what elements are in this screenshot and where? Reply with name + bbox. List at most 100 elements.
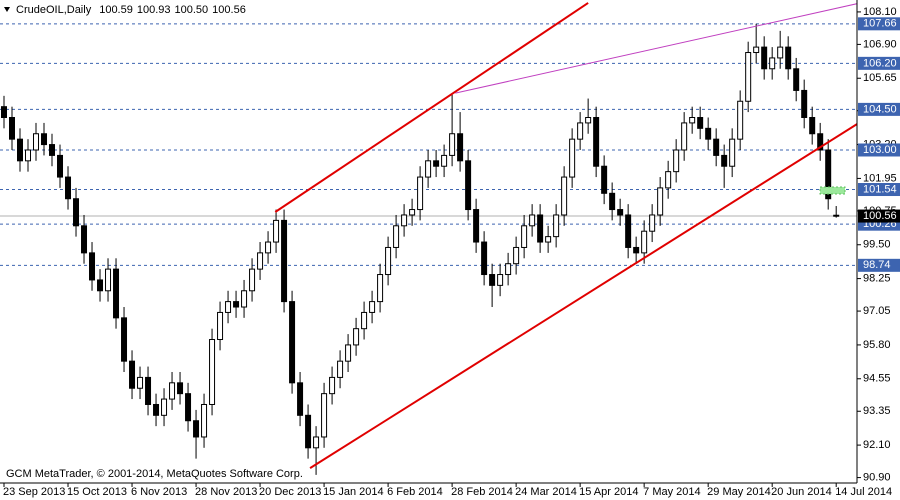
candle-body: [665, 171, 672, 189]
header-value: 100.59: [99, 4, 133, 16]
candle-body: [113, 268, 120, 319]
candle-body: [721, 154, 728, 167]
candle-body: [73, 198, 80, 227]
candle-body: [273, 219, 280, 243]
plot-area: [1, 2, 857, 475]
x-tick-label: 24 Mar 2014: [515, 486, 577, 498]
candle-body: [409, 209, 416, 216]
y-tick-label: 98.25: [863, 272, 891, 284]
candle-body: [417, 176, 424, 211]
candle-body: [337, 360, 344, 378]
candle-body: [585, 117, 592, 124]
candle-body: [481, 241, 488, 276]
candle-body: [185, 393, 192, 422]
candle-body: [145, 376, 152, 405]
level-label: 101.54: [863, 183, 897, 195]
candle-body: [657, 187, 664, 216]
candle-body: [753, 46, 760, 54]
y-tick-label: 90.90: [863, 471, 891, 483]
candle-body: [393, 225, 400, 248]
candle-body: [305, 414, 312, 449]
level-box: [858, 183, 900, 197]
candle-body: [345, 344, 352, 362]
candle-body: [425, 160, 432, 178]
candle-body: [209, 339, 216, 405]
candle-body: [297, 382, 304, 416]
candle-body: [17, 138, 24, 162]
candle-body: [441, 154, 448, 167]
candle-body: [569, 138, 576, 178]
candle-body: [785, 46, 792, 70]
level-box: [858, 258, 900, 272]
candle-body: [473, 209, 480, 243]
candle-body: [353, 328, 360, 346]
candle-body: [257, 252, 264, 270]
level-label: 106.20: [863, 57, 897, 69]
candle-body: [489, 274, 496, 286]
level-label: 107.66: [863, 18, 897, 30]
candle-body: [553, 214, 560, 238]
y-tick-label: 105.65: [863, 72, 897, 84]
candle-body: [617, 209, 624, 216]
y-tick-label: 101.95: [863, 172, 897, 184]
level-box: [858, 143, 900, 157]
candle-body: [825, 149, 832, 200]
candle-body: [729, 138, 736, 167]
last-price-box: [858, 209, 900, 223]
candle-body: [737, 100, 744, 140]
candle-body: [649, 214, 656, 232]
x-tick-label: 20 Dec 2013: [259, 486, 321, 498]
y-tick-label: 93.35: [863, 405, 891, 417]
candle-body: [817, 133, 824, 151]
y-tick-label: 95.80: [863, 339, 891, 351]
header-value: 100.50: [175, 4, 209, 16]
candle-body: [401, 214, 408, 227]
candle-body: [89, 252, 96, 281]
x-tick-label: 23 Sep 2013: [3, 486, 65, 498]
candle-body: [713, 138, 720, 156]
candle-body: [65, 176, 72, 200]
candle-body: [177, 382, 184, 395]
candle-body: [33, 133, 40, 151]
x-tick-label: 28 Feb 2014: [451, 486, 513, 498]
candle-body: [561, 176, 568, 216]
candle-body: [385, 246, 392, 276]
level-box: [858, 102, 900, 116]
y-tick-label: 92.10: [863, 439, 891, 451]
candle-body: [633, 246, 640, 254]
candle-body: [793, 68, 800, 91]
x-tick-label: 15 Apr 2014: [579, 486, 638, 498]
candle-body: [377, 274, 384, 303]
marker-box: [819, 186, 846, 195]
x-tick-label: 6 Nov 2013: [131, 486, 187, 498]
candle-body: [153, 403, 160, 416]
candle-body: [41, 133, 48, 146]
candle-body: [249, 268, 256, 292]
candle-body: [369, 301, 376, 313]
candle-body: [769, 57, 776, 70]
candle-body: [601, 165, 608, 194]
candle-body: [577, 122, 584, 140]
candle-body: [809, 117, 816, 135]
candle-body: [801, 89, 808, 119]
trendline: [274, 2, 589, 213]
menu-arrow[interactable]: [4, 7, 10, 12]
x-tick-label: 15 Jan 2014: [323, 486, 384, 498]
candle-body: [537, 214, 544, 243]
candle-body: [705, 127, 712, 140]
candle-body: [313, 436, 320, 449]
symbol: CrudeOIL,Daily: [16, 4, 92, 16]
candle-body: [193, 420, 200, 438]
candle-body: [521, 225, 528, 248]
candle-body: [121, 317, 128, 362]
candle-body: [529, 214, 536, 227]
candle-body: [545, 236, 552, 243]
y-tick-label: 97.05: [863, 305, 891, 317]
candle-body: [81, 225, 88, 254]
y-tick-label: 108.10: [863, 6, 897, 18]
footer: GCM MetaTrader, © 2001-2014, MetaQuotes …: [6, 468, 303, 480]
candle-body: [137, 376, 144, 389]
candle-body: [225, 301, 232, 313]
